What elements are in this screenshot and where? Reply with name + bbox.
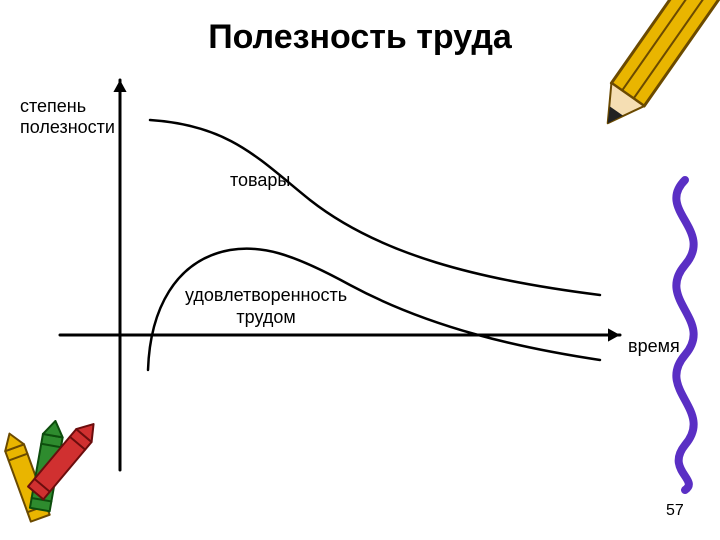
doodle-scribble-icon [645, 170, 720, 500]
slide-title: Полезность труда [208, 18, 512, 57]
curve-goods-label: товары [230, 170, 290, 192]
y-axis-label: степень полезности [20, 96, 115, 137]
slide-stage: Полезность труда степень полезности врем… [0, 0, 720, 540]
crayons-icon [0, 420, 150, 540]
curve-satisfaction-label: удовлетворенность трудом [185, 285, 347, 328]
page-number: 57 [666, 502, 684, 520]
pencil-icon [555, 0, 720, 160]
